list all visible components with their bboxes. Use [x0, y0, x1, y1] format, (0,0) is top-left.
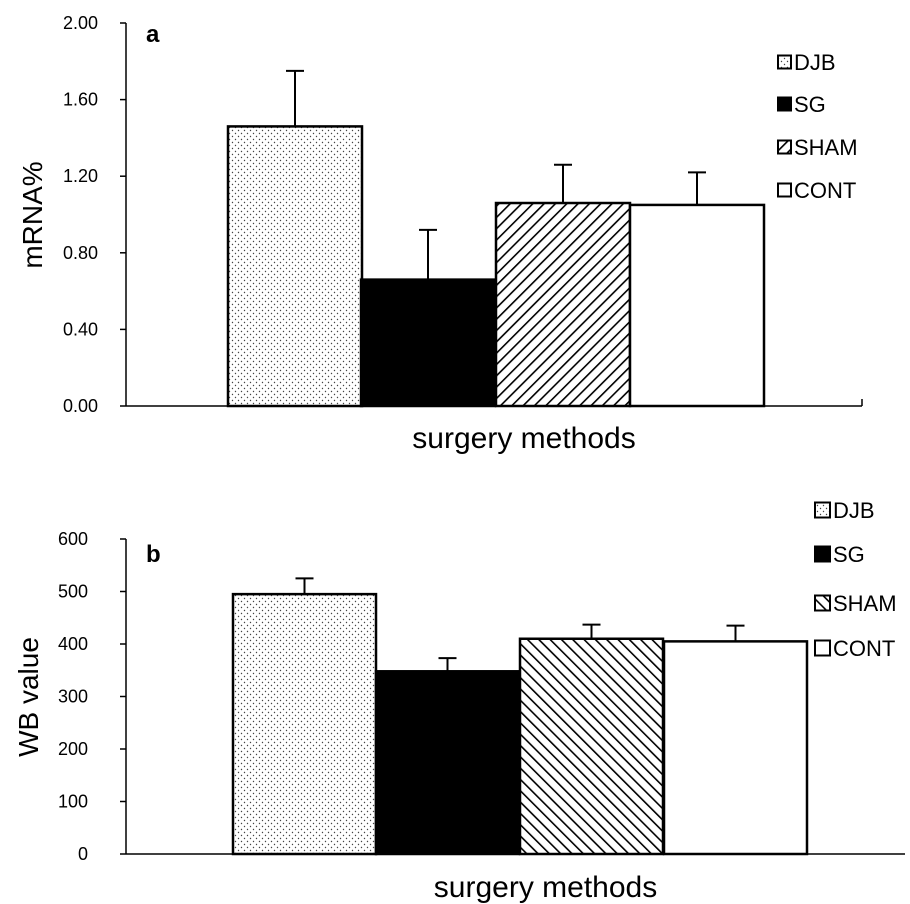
legend-swatch-cont — [814, 639, 831, 657]
bar-sg — [374, 670, 521, 856]
panel-b: 0 100 200 300 400 500 600 b surgery methods WB va… — [13, 498, 905, 904]
panel-label: b — [146, 541, 161, 568]
legend-swatch-djb — [777, 54, 792, 70]
y-tick-label: 2.00 — [63, 13, 98, 33]
panel-label: a — [146, 21, 160, 48]
bar-cont — [628, 203, 766, 408]
x-axis-label: surgery methods — [412, 422, 635, 455]
bar-djb — [226, 125, 364, 408]
y-tick-label: 0.80 — [63, 243, 98, 263]
y-tick-label: 0.40 — [63, 319, 98, 339]
y-tick-label: 0.00 — [63, 396, 98, 416]
bar-sg — [359, 278, 497, 408]
legend-label-djb: DJB — [833, 498, 875, 523]
y-tick-label: 0 — [78, 844, 88, 864]
y-axis-label: mRNA% — [17, 161, 48, 268]
legend-swatch-sham — [777, 139, 792, 155]
legend-label-djb: DJB — [794, 50, 836, 75]
bar-cont — [662, 640, 809, 856]
legend-swatch-sg — [777, 96, 792, 112]
legend-label-sham: SHAM — [833, 591, 897, 616]
legend-label-sg: SG — [833, 542, 865, 567]
y-tick-label: 400 — [58, 634, 88, 654]
legend-swatch-djb — [814, 501, 831, 519]
legend-swatch-sg — [814, 545, 831, 563]
bar-djb — [231, 592, 378, 856]
panel-a: 0.00 0.40 0.80 1.20 1.60 2.00 a surgery methods… — [17, 13, 863, 455]
y-axis-label: WB value — [13, 637, 44, 757]
y-tick-label: 100 — [58, 792, 88, 812]
y-tick-label: 1.20 — [63, 166, 98, 186]
legend-label-cont: CONT — [794, 178, 856, 203]
bar-sham — [494, 201, 632, 408]
legend-swatch-cont — [777, 182, 792, 198]
legend-label-cont: CONT — [833, 636, 895, 661]
x-axis-label: surgery methods — [434, 871, 657, 904]
y-tick-label: 1.60 — [63, 90, 98, 110]
y-tick-label: 500 — [58, 582, 88, 602]
legend-swatch-sham — [814, 594, 831, 612]
legend-label-sham: SHAM — [794, 135, 858, 160]
y-tick-label: 300 — [58, 687, 88, 707]
bar-sham — [518, 637, 665, 856]
y-tick-label: 600 — [58, 529, 88, 549]
y-tick-label: 200 — [58, 739, 88, 759]
legend-label-sg: SG — [794, 92, 826, 117]
